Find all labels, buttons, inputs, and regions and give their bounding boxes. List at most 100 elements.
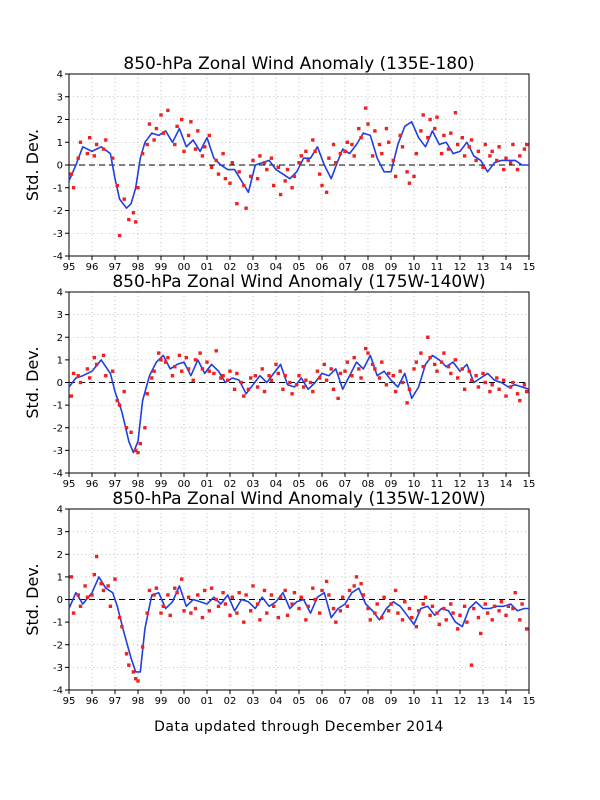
data-point xyxy=(159,113,163,117)
data-point xyxy=(469,138,474,142)
data-point xyxy=(405,401,409,405)
data-point xyxy=(393,389,398,394)
x-tick-label: 04 xyxy=(270,262,283,273)
y-tick-label: -2 xyxy=(53,640,63,651)
data-point xyxy=(283,179,287,183)
data-point xyxy=(460,136,464,140)
x-tick-label: 11 xyxy=(431,262,444,273)
data-point xyxy=(357,126,361,131)
data-point xyxy=(522,383,527,387)
data-point xyxy=(483,602,487,606)
data-point xyxy=(398,369,402,373)
data-point xyxy=(520,602,524,606)
data-point xyxy=(423,595,428,599)
data-point xyxy=(242,620,246,624)
panels: 850-hPa Zonal Wind Anomaly (135E-180) -4 -… xyxy=(23,54,535,707)
data-point xyxy=(198,351,202,355)
y-axis-label: Std. Dev. xyxy=(23,129,42,201)
data-point xyxy=(251,584,255,588)
data-point xyxy=(380,360,384,364)
data-point xyxy=(223,602,228,606)
panel-3: 850-hPa Zonal Wind Anomaly (135W-120W) -4… xyxy=(23,489,535,707)
data-point xyxy=(446,364,451,369)
data-point xyxy=(184,355,188,360)
data-point xyxy=(104,138,108,142)
data-point xyxy=(267,374,271,378)
data-point xyxy=(226,378,230,382)
data-point xyxy=(143,426,147,430)
panel-title: 850-hPa Zonal Wind Anomaly (135E-180) xyxy=(123,54,474,74)
data-point xyxy=(341,595,345,599)
data-point xyxy=(320,588,324,593)
x-tick-label: 95 xyxy=(63,262,76,273)
data-point xyxy=(426,136,430,140)
data-point xyxy=(338,151,343,156)
x-tick-label: 14 xyxy=(500,479,513,490)
data-point xyxy=(104,374,108,378)
data-point xyxy=(276,371,280,376)
y-tick-label: 1 xyxy=(57,572,63,583)
data-point xyxy=(311,389,315,394)
data-point xyxy=(122,389,126,394)
data-point xyxy=(152,369,156,373)
data-point xyxy=(497,609,501,613)
data-point xyxy=(219,376,223,380)
data-point xyxy=(472,606,476,611)
x-tick-label: 99 xyxy=(155,479,168,490)
data-point xyxy=(207,369,211,373)
data-point xyxy=(456,376,460,380)
x-tick-label: 09 xyxy=(385,696,398,707)
data-point xyxy=(131,211,136,215)
data-point xyxy=(76,593,80,597)
data-point xyxy=(304,618,308,622)
data-point xyxy=(180,117,184,122)
data-point xyxy=(122,197,126,201)
data-point xyxy=(166,355,170,360)
x-tick-label: 07 xyxy=(339,696,352,707)
data-point xyxy=(366,351,370,355)
data-point xyxy=(449,602,453,606)
data-point xyxy=(308,380,313,385)
data-point xyxy=(518,398,522,403)
x-tick-label: 04 xyxy=(270,696,283,707)
data-point xyxy=(334,161,338,165)
data-point xyxy=(511,380,515,385)
data-point xyxy=(393,588,398,593)
y-tick-label: -4 xyxy=(53,469,63,480)
data-point xyxy=(299,154,303,158)
data-point xyxy=(467,145,471,149)
data-point xyxy=(228,613,232,618)
x-tick-label: 03 xyxy=(247,262,260,273)
data-point xyxy=(354,575,359,579)
data-point xyxy=(387,371,391,376)
data-point xyxy=(433,362,437,367)
y-tick-label: -2 xyxy=(53,206,63,217)
data-point xyxy=(159,358,163,362)
data-point xyxy=(370,154,375,158)
data-point xyxy=(474,374,478,378)
data-point xyxy=(343,149,347,154)
data-point xyxy=(387,140,391,144)
data-point xyxy=(269,378,274,382)
data-point xyxy=(260,367,264,371)
x-tick-label: 09 xyxy=(385,479,398,490)
data-point xyxy=(299,595,303,599)
data-point xyxy=(488,154,492,158)
x-tick-label: 97 xyxy=(109,479,122,490)
data-point xyxy=(453,110,458,115)
data-point xyxy=(76,374,80,378)
y-tick-label: 0 xyxy=(57,595,63,606)
data-point xyxy=(290,392,294,396)
data-point xyxy=(262,161,267,165)
data-point xyxy=(173,364,177,369)
data-point xyxy=(398,133,402,138)
data-point xyxy=(290,186,294,190)
y-tick-label: 0 xyxy=(57,161,63,172)
data-point xyxy=(285,613,290,618)
data-point xyxy=(410,615,414,620)
data-point xyxy=(134,676,138,681)
data-point xyxy=(117,233,122,238)
data-point xyxy=(488,389,492,394)
data-point xyxy=(382,595,386,599)
x-tick-label: 03 xyxy=(247,696,260,707)
